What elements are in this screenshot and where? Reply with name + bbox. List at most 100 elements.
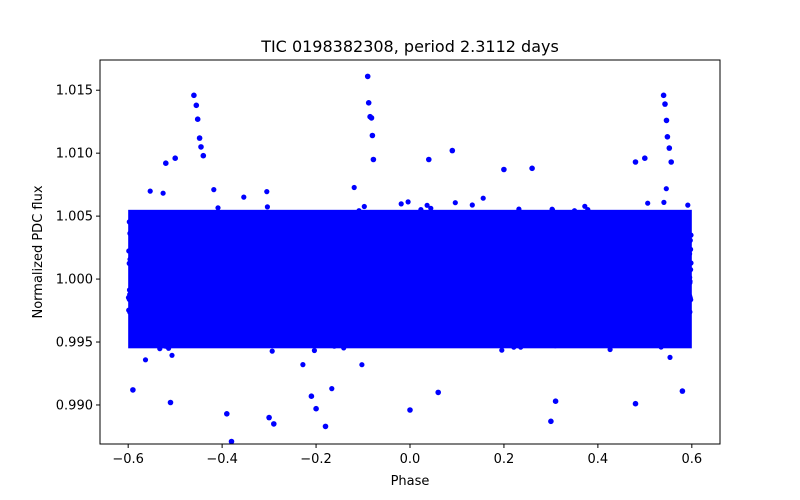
data-point (357, 264, 363, 270)
data-point (598, 282, 604, 288)
data-point (499, 347, 505, 353)
data-point (665, 312, 672, 318)
data-point (533, 304, 539, 310)
data-point (144, 221, 150, 227)
data-point (254, 301, 260, 307)
data-point (327, 273, 333, 279)
data-point (279, 241, 285, 247)
data-point (136, 275, 142, 282)
data-point (368, 115, 375, 121)
data-point (237, 280, 243, 286)
data-point (279, 292, 285, 298)
data-point (592, 295, 598, 301)
data-point (132, 246, 138, 252)
data-point (232, 248, 238, 255)
data-point (686, 251, 692, 257)
y-tick-label: 0.995 (56, 336, 93, 351)
data-point (676, 299, 682, 305)
data-point (223, 297, 229, 303)
data-point (524, 332, 530, 338)
data-point (141, 228, 148, 234)
data-point (142, 357, 149, 363)
data-point (411, 282, 417, 288)
data-point (263, 266, 269, 272)
data-point (453, 241, 459, 247)
data-point (332, 273, 338, 279)
data-point (290, 311, 296, 317)
data-point (682, 306, 688, 312)
data-point (279, 233, 285, 239)
data-point (400, 287, 407, 293)
data-point (602, 295, 608, 301)
data-point (302, 335, 308, 341)
data-point (410, 257, 416, 263)
data-point (578, 229, 584, 235)
data-point (339, 210, 345, 217)
data-point (648, 246, 655, 253)
data-point (620, 237, 626, 243)
data-point (546, 265, 552, 271)
y-tick-label: 1.000 (56, 273, 93, 288)
data-point (198, 261, 205, 267)
data-point (499, 308, 505, 314)
data-point (198, 250, 204, 256)
data-point (561, 258, 567, 264)
data-point (405, 271, 411, 278)
data-point (412, 288, 418, 294)
data-point (315, 342, 322, 348)
data-point (252, 271, 258, 277)
data-point (406, 261, 413, 267)
data-point (291, 287, 297, 293)
data-point (188, 326, 194, 332)
data-point (291, 232, 298, 238)
data-point (365, 100, 372, 106)
data-point (202, 329, 208, 336)
data-point (473, 305, 479, 311)
data-point (199, 309, 205, 315)
data-point (227, 262, 233, 268)
data-point (368, 295, 374, 301)
data-point (234, 270, 240, 276)
data-point (389, 259, 395, 265)
data-point (273, 272, 279, 279)
data-point (665, 267, 671, 273)
data-point (265, 304, 271, 310)
data-point (229, 286, 235, 293)
data-point (570, 302, 576, 308)
data-point (609, 327, 615, 333)
data-point (174, 216, 180, 222)
data-point (200, 231, 206, 237)
data-point (663, 293, 670, 299)
data-point (654, 242, 661, 248)
data-point (264, 189, 270, 195)
data-point (202, 241, 208, 247)
data-point (635, 273, 641, 279)
data-point (234, 338, 240, 344)
data-point (510, 314, 516, 320)
data-point (449, 147, 456, 154)
data-point (396, 236, 402, 242)
data-point (396, 228, 402, 234)
data-point (178, 269, 184, 275)
data-point (256, 272, 262, 278)
data-point (179, 246, 185, 252)
data-point (544, 285, 550, 291)
data-point (504, 296, 510, 302)
data-point (363, 276, 369, 283)
data-point (238, 313, 244, 319)
data-point (584, 329, 591, 335)
data-point (212, 302, 219, 308)
data-point (329, 386, 335, 392)
data-point (512, 246, 519, 252)
data-point (536, 214, 542, 220)
data-point (424, 320, 430, 326)
data-point (421, 266, 427, 273)
data-point (248, 303, 254, 309)
data-point (176, 275, 182, 281)
x-axis-label: Phase (391, 474, 430, 489)
data-point (177, 293, 184, 299)
data-point (126, 219, 132, 225)
x-tick-label: 0.4 (588, 452, 609, 467)
data-point (467, 289, 473, 295)
data-point (553, 254, 559, 260)
